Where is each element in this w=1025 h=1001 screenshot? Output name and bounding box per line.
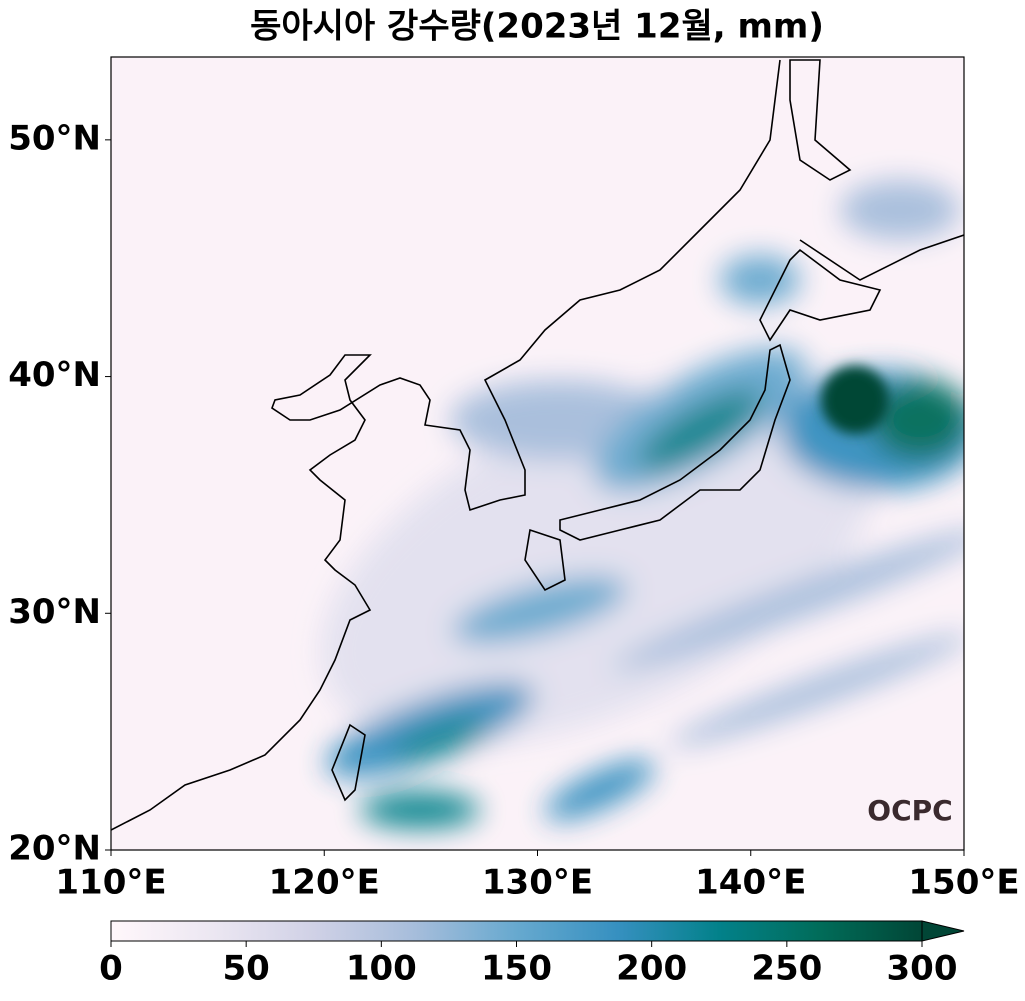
chart-title: 동아시아 강수량(2023년 12월, mm) [250, 7, 824, 47]
colorbar-tick-label: 150 [481, 949, 552, 989]
y-tick-label: 50°N [8, 118, 101, 158]
colorbar-tick-label: 0 [99, 949, 123, 989]
y-tick-label: 40°N [8, 355, 101, 395]
y-tick-label: 20°N [8, 829, 101, 869]
colorbar-tick-label: 200 [616, 949, 687, 989]
colorbar-tick-label: 50 [223, 949, 270, 989]
precip-field: OCPC [111, 57, 964, 850]
colorbar [110, 920, 923, 942]
colorbar-tick-label: 100 [346, 949, 417, 989]
x-tick-label: 140°E [695, 863, 806, 903]
x-tick-label: 130°E [482, 863, 593, 903]
colorbar-tick-label: 300 [887, 949, 958, 989]
x-tick-label: 150°E [908, 863, 1019, 903]
colorbar-extend [921, 920, 965, 942]
colorbar-tick-label: 250 [751, 949, 822, 989]
y-tick-label: 30°N [8, 592, 101, 632]
x-tick-label: 110°E [55, 863, 166, 903]
watermark: OCPC [867, 794, 952, 827]
x-tick-label: 120°E [269, 863, 380, 903]
